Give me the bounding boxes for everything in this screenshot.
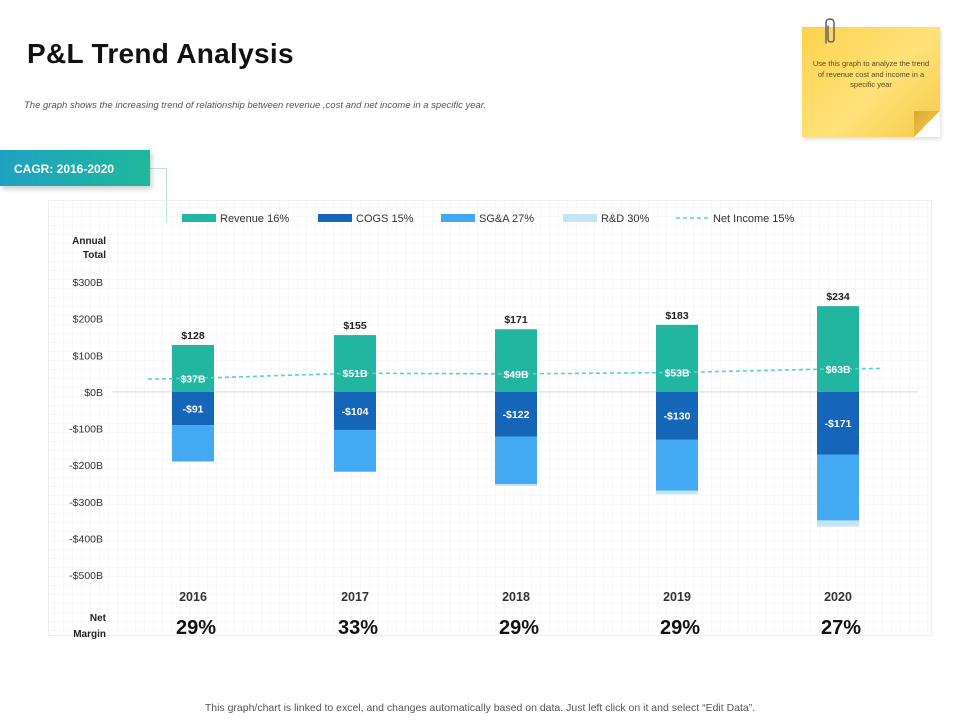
revenue-value-label: $171 [504, 314, 528, 326]
bar-revenue[interactable] [817, 306, 859, 392]
legend-swatch [441, 214, 475, 222]
bar-rnd[interactable] [656, 490, 698, 495]
footer-note: This graph/chart is linked to excel, and… [204, 702, 756, 714]
net-income-series [147, 367, 884, 380]
bar-sga[interactable] [334, 429, 376, 472]
cagr-label: CAGR: 2016-2020 [14, 162, 115, 176]
x-tick-label: 2017 [341, 590, 369, 604]
revenue-value-label: $155 [343, 320, 367, 332]
cagr-connector-line [150, 168, 167, 223]
net-margin-value: 29% [499, 617, 539, 639]
revenue-value-label: $128 [181, 330, 205, 342]
legend-label: SG&A 27% [479, 213, 534, 225]
sticky-note-fold-shadow [914, 111, 940, 137]
legend-swatch [182, 214, 216, 222]
cogs-value-label: -$130 [664, 411, 691, 423]
legend-swatch [318, 214, 352, 222]
bar-revenue[interactable] [656, 324, 698, 392]
legend-label: Revenue 16% [220, 213, 289, 225]
bar-cogs[interactable] [172, 391, 214, 426]
cogs-value-label: -$91 [182, 404, 203, 416]
y-tick-label: -$300B [69, 497, 103, 509]
net-income-value-label: $53B [664, 367, 690, 379]
revenue-value-label: $183 [665, 310, 689, 322]
net-margin-values: 29% 33% 29% 29% 27% [176, 617, 861, 639]
legend: Revenue 16% COGS 15% SG&A 27% R&D 30% Net In… [182, 213, 795, 225]
y-tick-label: -$100B [69, 424, 103, 436]
sticky-note-text: Use this graph to analyze the trend of r… [812, 59, 930, 89]
net-income-value-label: $37B [180, 373, 206, 385]
cogs-value-label: -$171 [825, 418, 852, 430]
paperclip-icon [825, 18, 835, 44]
x-tick-label: 2019 [663, 590, 691, 604]
net-margin-value: 29% [176, 617, 216, 639]
y-tick-label: -$200B [69, 460, 103, 472]
net-income-value-label: $49B [503, 369, 529, 381]
bar-sga[interactable] [656, 439, 698, 491]
legend-label: R&D 30% [601, 213, 650, 225]
net-income-value-label: $51B [342, 368, 368, 380]
y-tick-label: $300B [73, 277, 103, 289]
bar-sga[interactable] [817, 454, 859, 521]
net-margin-label-line1: Net [90, 613, 107, 624]
bar-cogs[interactable] [817, 391, 859, 455]
bar-revenue[interactable] [334, 335, 376, 392]
net-income-line[interactable] [147, 367, 884, 380]
net-income-value-label: $63B [825, 364, 851, 376]
y-axis-label-line1: Annual [72, 236, 106, 247]
x-tick-label: 2016 [179, 590, 207, 604]
bar-sga[interactable] [495, 436, 537, 485]
legend-label: COGS 15% [356, 213, 414, 225]
y-tick-label: $200B [73, 314, 103, 326]
x-axis-categories: 2016 2017 2018 2019 2020 [179, 590, 852, 604]
data-labels: $128 $37B -$91 $155 $51B -$104 $171 $49B -$122 $1… [180, 291, 851, 430]
y-tick-label: $100B [73, 350, 103, 362]
net-margin-value: 33% [338, 617, 378, 639]
y-axis-ticks: $300B $200B $100B $0B -$100B -$200B -$300B -$40… [69, 277, 103, 582]
legend-swatch [563, 214, 597, 222]
bar-cogs[interactable] [495, 391, 537, 437]
bar-revenue[interactable] [172, 344, 214, 392]
y-tick-label: -$400B [69, 533, 103, 545]
bar-revenue[interactable] [495, 329, 537, 392]
sticky-note: Use this graph to analyze the trend of r… [802, 27, 940, 137]
cogs-value-label: -$104 [342, 406, 369, 418]
bar-rnd[interactable] [495, 484, 537, 487]
cagr-badge: CAGR: 2016-2020 [0, 150, 150, 186]
bar-sga[interactable] [172, 425, 214, 462]
revenue-value-label: $234 [826, 291, 850, 303]
net-margin-label-line2: Margin [73, 629, 106, 640]
y-tick-label: $0B [84, 387, 103, 399]
page-subtitle: The graph shows the increasing trend of … [24, 100, 487, 111]
cogs-value-label: -$122 [503, 409, 530, 421]
bar-cogs[interactable] [656, 391, 698, 440]
net-margin-value: 27% [821, 617, 861, 639]
x-tick-label: 2020 [824, 590, 852, 604]
legend-label: Net Income 15% [713, 213, 795, 225]
page-title: P&L Trend Analysis [27, 38, 294, 69]
plot-frame [48, 200, 932, 636]
y-tick-label: -$500B [69, 570, 103, 582]
net-margin-value: 29% [660, 617, 700, 639]
bar-rnd[interactable] [817, 520, 859, 527]
bar-cogs[interactable] [334, 391, 376, 430]
bars [172, 306, 859, 527]
x-tick-label: 2018 [502, 590, 530, 604]
y-axis-label-line2: Total [83, 250, 106, 261]
